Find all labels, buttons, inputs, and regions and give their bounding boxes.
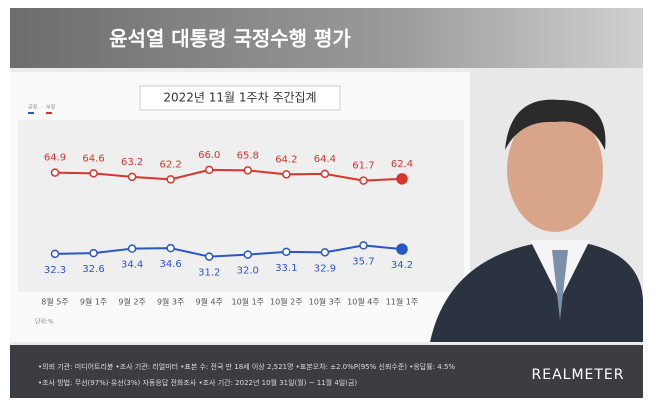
header-band [10,8,643,68]
x-tick-label: 10월 2주 [270,297,303,307]
data-label: 64.2 [275,154,297,165]
data-point [204,165,214,175]
data-point [204,252,214,261]
data-point [359,241,368,250]
footer-note: •의뢰 기관: 미디어트리뷴 •조사 기관: 리얼미터 •표본 수: 전국 만 … [38,362,455,371]
x-tick-label: 10월 1주 [232,297,265,307]
subtitle-box [139,85,341,111]
x-tick-label: 9월 1주 [80,297,107,307]
data-point [282,170,291,179]
data-point [166,243,175,253]
series-line [54,168,403,182]
data-label: 63.2 [121,157,143,168]
data-label: 33.1 [275,263,297,274]
data-point [243,250,253,259]
data-point [320,248,330,257]
data-point [166,175,175,184]
data-label: 34.2 [391,260,413,271]
data-label: 62.2 [160,159,182,170]
x-tick-label: 10월 4주 [347,297,380,307]
series-line [54,244,403,258]
plot-area [18,120,464,292]
data-point [243,166,253,175]
x-tick-label: 9월 2주 [118,297,145,307]
data-label: 32.6 [82,264,104,275]
data-label: 34.4 [121,260,143,271]
brand: REALMETER [532,367,625,383]
footer-band [10,345,643,398]
data-label: 66.0 [198,150,220,161]
data-label: 32.0 [237,266,259,277]
data-point [320,169,330,179]
legend-label: 부정 [46,104,55,111]
data-point [396,243,408,255]
data-point [50,168,60,177]
data-label: 31.2 [198,268,220,279]
unit-note: 단위:% [35,318,54,326]
data-label: 61.7 [352,161,374,172]
legend-label: 긍정 [28,104,37,111]
data-label: 32.3 [44,265,66,276]
data-point [396,173,408,185]
data-point [359,176,368,185]
data-point [127,244,137,253]
data-label: 35.7 [352,256,374,267]
data-label: 62.4 [391,159,413,170]
data-point [89,248,98,258]
subtitle: 2022년 11월 1주차 주간집계 [163,91,316,105]
x-tick-label: 9월 4주 [195,297,222,307]
chart-title: 윤석열 대통령 국정수행 평가 [109,27,351,51]
data-label: 34.6 [160,259,182,270]
data-label: 32.9 [314,263,336,274]
data-point [89,169,98,178]
footer-note: •조사 방법: 무선(97%)·유선(3%) 자동응답 전화조사 •조사 기간:… [38,378,357,387]
data-point [50,249,60,259]
portrait [430,68,643,342]
data-label: 64.9 [44,153,66,164]
data-label: 64.4 [314,154,336,165]
data-label: 65.8 [237,150,259,161]
x-tick-label: 8월 5주 [41,297,68,307]
data-point [127,172,137,182]
data-point [282,247,291,257]
x-tick-label: 10월 3주 [309,297,342,307]
x-tick-label: 11월 1주 [386,297,419,307]
x-tick-label: 9월 3주 [157,297,184,307]
data-label: 64.6 [82,153,104,164]
